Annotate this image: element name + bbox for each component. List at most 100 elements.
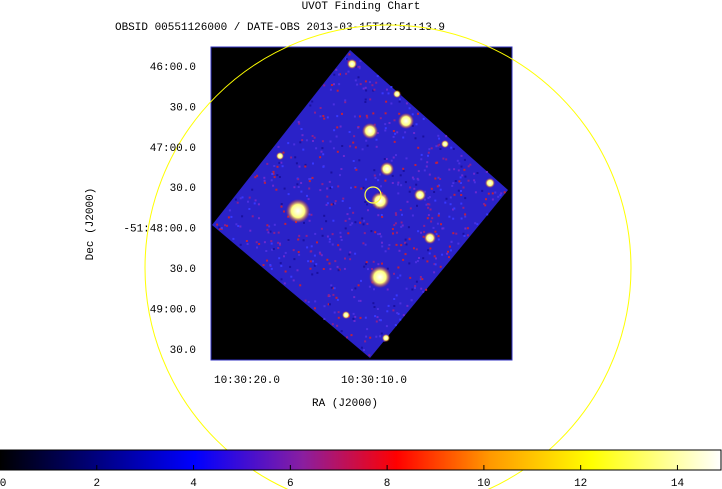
noise-pixel [386,88,388,91]
noise-pixel [395,294,398,297]
noise-pixel [226,224,228,227]
noise-pixel [473,172,476,175]
noise-pixel [277,247,280,249]
noise-pixel [348,53,351,56]
noise-pixel [336,324,339,327]
noise-pixel [325,203,328,206]
noise-pixel [399,174,402,177]
noise-pixel [406,200,409,203]
noise-pixel [266,162,269,165]
noise-pixel [321,183,324,186]
noise-pixel [375,320,378,323]
noise-pixel [363,219,366,222]
y-tick-label: 49:00.0 [150,304,196,316]
noise-pixel [349,145,352,148]
noise-pixel [340,168,343,170]
noise-pixel [397,181,400,184]
noise-pixel [402,136,405,139]
noise-pixel [218,227,221,230]
y-ticks: 46:00.0 30.0 47:00.0 30.0 -51:48:00.0 30.0 49:… [123,62,196,357]
noise-pixel [432,226,435,229]
noise-pixel [413,247,415,250]
noise-pixel [365,335,368,338]
noise-pixel [319,107,322,109]
noise-pixel [360,346,363,349]
noise-pixel [412,178,415,181]
noise-pixel [337,244,340,247]
noise-pixel [379,335,381,338]
noise-pixel [453,193,456,196]
noise-pixel [384,250,387,253]
noise-pixel [400,244,403,247]
noise-pixel [433,191,436,193]
noise-pixel [361,148,364,151]
y-tick-label: 30.0 [170,264,196,276]
noise-pixel [333,73,336,76]
noise-pixel [368,81,371,84]
noise-pixel [402,314,405,317]
noise-pixel [376,132,379,134]
noise-pixel [491,192,494,195]
noise-pixel [323,84,326,87]
noise-pixel [386,310,389,313]
noise-pixel [363,349,365,351]
noise-pixel [439,178,442,180]
noise-pixel [458,180,461,183]
noise-pixel [276,174,279,177]
noise-pixel [381,262,383,265]
noise-pixel [419,276,422,278]
noise-pixel [311,176,314,179]
noise-pixel [416,260,419,262]
noise-pixel [437,214,440,217]
noise-pixel [328,240,331,243]
noise-pixel [313,136,316,139]
noise-pixel [464,227,467,230]
noise-pixel [312,140,314,142]
noise-pixel [341,112,343,115]
noise-pixel [373,174,376,177]
noise-pixel [462,232,465,235]
noise-pixel [328,262,331,265]
colorbar-tick-label: 6 [287,478,294,489]
noise-pixel [322,268,325,270]
noise-pixel [299,284,302,287]
noise [216,53,506,357]
noise-pixel [379,232,381,235]
colorbar-tick-label: 14 [671,478,685,489]
noise-pixel [381,215,384,218]
noise-pixel [352,312,355,315]
noise-pixel [294,156,297,159]
y-tick-label: 30.0 [170,183,196,195]
noise-pixel [427,203,430,206]
noise-pixel [464,175,467,178]
noise-pixel [316,271,319,274]
noise-pixel [287,193,290,196]
noise-pixel [452,147,455,150]
noise-pixel [239,197,242,200]
noise-pixel [333,287,336,290]
noise-pixel [323,317,326,320]
noise-pixel [344,219,347,222]
noise-pixel [423,230,426,233]
noise-pixel [349,251,352,254]
noise-pixel [336,265,339,268]
noise-pixel [419,278,422,281]
noise-pixel [329,187,332,190]
noise-pixel [336,298,339,301]
noise-pixel [374,231,377,234]
noise-pixel [311,273,314,276]
noise-pixel [332,103,335,106]
noise-pixel [404,241,407,244]
noise-pixel [448,168,451,171]
noise-pixel [485,171,488,173]
noise-pixel [457,169,460,172]
noise-pixel [364,316,367,319]
noise-pixel [460,190,462,192]
noise-pixel [271,173,274,175]
noise-pixel [397,192,400,195]
noise-pixel [280,278,283,281]
noise-pixel [326,235,329,238]
noise-pixel [391,182,394,184]
noise-pixel [433,255,436,258]
noise-pixel [271,248,274,251]
